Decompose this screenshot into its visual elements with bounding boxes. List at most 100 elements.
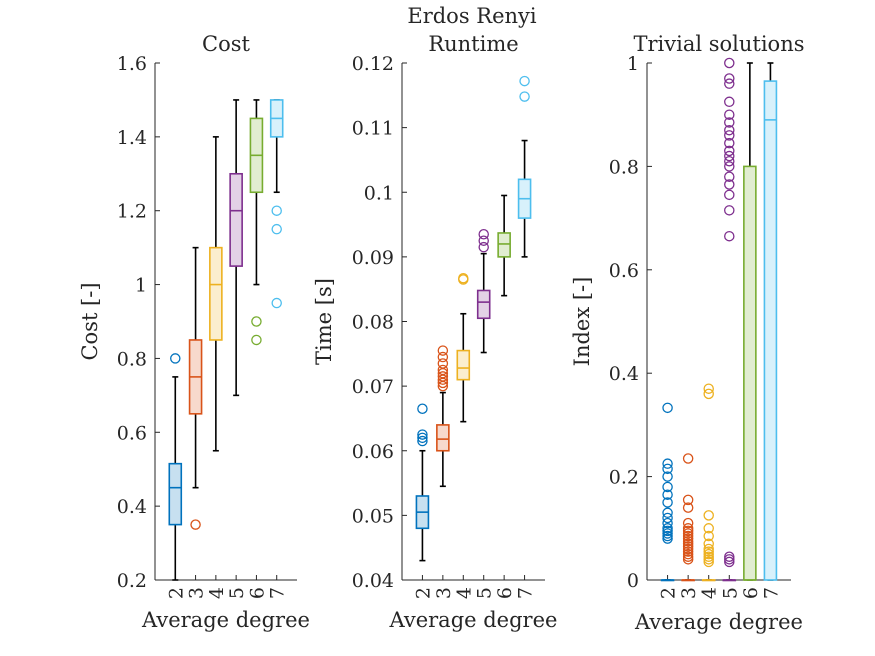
outlier-point bbox=[703, 530, 714, 542]
outlier-point bbox=[417, 403, 428, 414]
outlier-point bbox=[662, 489, 673, 500]
outlier-point bbox=[724, 230, 735, 242]
outlier-point bbox=[271, 297, 282, 309]
outlier-point bbox=[724, 189, 735, 201]
outlier-point bbox=[703, 523, 714, 534]
x-tick-label: 2 bbox=[658, 587, 680, 599]
y-tick-label: 0.4 bbox=[117, 496, 147, 518]
outlier-point bbox=[682, 530, 694, 542]
outlier-point bbox=[682, 535, 694, 547]
outlier-point bbox=[724, 124, 735, 136]
x-tick-label: 5 bbox=[719, 587, 741, 599]
subplot-title: Runtime bbox=[428, 32, 518, 56]
box-iqr bbox=[497, 232, 511, 258]
outlier-point bbox=[724, 130, 735, 141]
outlier-point bbox=[724, 155, 735, 167]
subplots: 0.20.40.60.811.21.41.6234567CostAverage … bbox=[78, 32, 805, 634]
x-tick-label: 6 bbox=[494, 587, 516, 599]
outlier-point bbox=[662, 533, 673, 544]
y-axis-label: Cost [-] bbox=[78, 282, 102, 360]
box-6 bbox=[497, 194, 511, 297]
outlier-point bbox=[662, 507, 673, 519]
y-tick-label: 0.4 bbox=[609, 363, 639, 385]
y-tick-label: 0.09 bbox=[352, 247, 394, 269]
outlier-point bbox=[662, 458, 673, 469]
outlier-point bbox=[703, 510, 714, 521]
y-tick-label: 0.2 bbox=[609, 467, 639, 489]
outlier-point bbox=[271, 205, 282, 216]
outlier-point bbox=[724, 179, 735, 190]
outlier-point bbox=[682, 543, 694, 555]
box-6 bbox=[743, 62, 757, 581]
x-axis-label: Average degree bbox=[141, 608, 310, 632]
y-tick-label: 0.06 bbox=[352, 441, 394, 463]
outlier-point bbox=[437, 345, 449, 356]
outlier-point bbox=[682, 551, 694, 562]
outlier-point bbox=[724, 554, 735, 565]
y-axis-label: Index [-] bbox=[570, 277, 594, 367]
outlier-point bbox=[724, 161, 735, 172]
outlier-point bbox=[417, 432, 428, 444]
box-4 bbox=[456, 272, 471, 423]
x-tick-label: 3 bbox=[678, 587, 700, 599]
outlier-point bbox=[519, 91, 530, 102]
y-tick-label: 0.08 bbox=[352, 312, 394, 334]
outlier-point bbox=[682, 533, 694, 544]
box-4 bbox=[701, 383, 716, 582]
outlier-point bbox=[724, 145, 735, 157]
box-7 bbox=[269, 99, 284, 309]
outlier-point bbox=[662, 517, 673, 529]
box-7 bbox=[763, 62, 778, 581]
x-tick-label: 2 bbox=[412, 587, 434, 599]
y-tick-label: 0.12 bbox=[352, 53, 394, 75]
box-iqr bbox=[476, 289, 491, 320]
outlier-point bbox=[662, 471, 673, 482]
box-iqr bbox=[763, 80, 778, 581]
subplot-title: Trivial solutions bbox=[633, 32, 804, 56]
x-tick-label: 4 bbox=[699, 587, 721, 599]
y-tick-label: 0.6 bbox=[117, 422, 147, 444]
outlier-point bbox=[682, 523, 694, 534]
box-iqr bbox=[743, 165, 757, 581]
outlier-point bbox=[703, 548, 714, 560]
outlier-point bbox=[703, 556, 714, 568]
outlier-point bbox=[190, 519, 201, 530]
outlier-point bbox=[703, 538, 714, 550]
outlier-point bbox=[682, 554, 694, 565]
outlier-point bbox=[458, 272, 469, 284]
y-tick-label: 0.8 bbox=[609, 156, 639, 178]
box-3 bbox=[681, 453, 695, 582]
box-7 bbox=[517, 75, 532, 258]
x-axis-label: Average degree bbox=[389, 608, 558, 632]
y-tick-label: 0.2 bbox=[117, 570, 147, 592]
outlier-point bbox=[703, 546, 714, 557]
box-5 bbox=[476, 229, 491, 354]
x-tick-label: 7 bbox=[515, 587, 537, 599]
x-tick-label: 6 bbox=[740, 587, 762, 599]
box-iqr bbox=[209, 246, 223, 341]
outlier-point bbox=[703, 388, 714, 400]
outlier-point bbox=[724, 137, 735, 149]
y-tick-label: 0.05 bbox=[352, 505, 394, 527]
y-tick-label: 0.11 bbox=[352, 118, 394, 140]
box-3 bbox=[436, 345, 450, 488]
y-tick-label: 0.6 bbox=[609, 260, 639, 282]
outlier-point bbox=[724, 205, 735, 216]
y-tick-label: 0.1 bbox=[364, 182, 394, 204]
y-tick-label: 0.8 bbox=[117, 348, 147, 370]
outlier-point bbox=[662, 463, 673, 475]
outlier-point bbox=[478, 241, 489, 253]
outlier-point bbox=[724, 57, 735, 69]
outlier-point bbox=[519, 75, 530, 87]
x-tick-label: 5 bbox=[226, 587, 248, 599]
outlier-point bbox=[662, 497, 673, 508]
box-6 bbox=[249, 99, 264, 346]
outlier-point bbox=[662, 523, 673, 534]
x-tick-label: 3 bbox=[433, 587, 455, 599]
outlier-point bbox=[662, 481, 673, 493]
box-2 bbox=[660, 402, 675, 582]
outlier-point bbox=[682, 528, 694, 539]
outlier-point bbox=[478, 235, 489, 246]
y-tick-label: 1.6 bbox=[117, 53, 147, 75]
